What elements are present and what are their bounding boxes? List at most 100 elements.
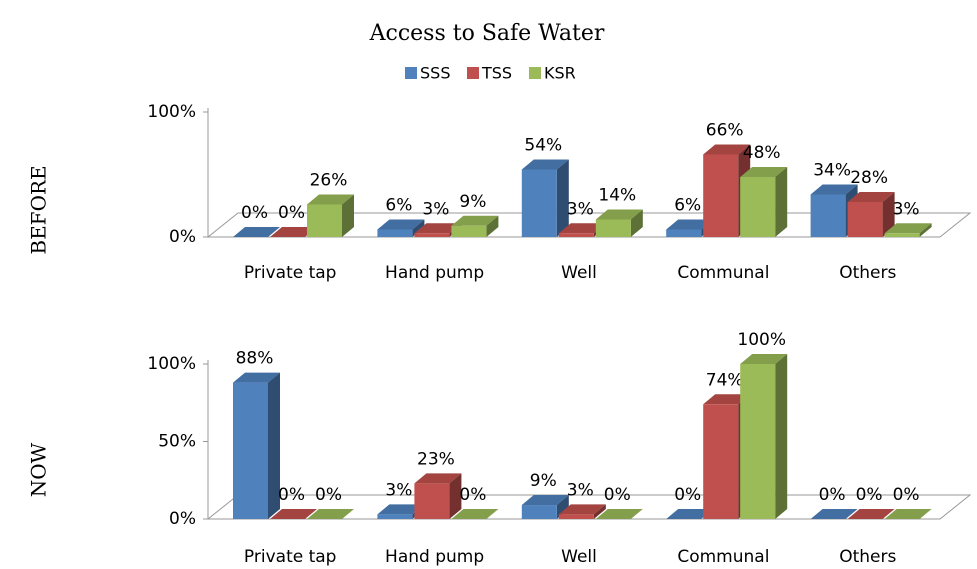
bar bbox=[521, 505, 557, 519]
panel-label: NOW bbox=[27, 442, 51, 497]
value-label: 0% bbox=[893, 485, 920, 505]
bar bbox=[414, 233, 450, 237]
value-label: 23% bbox=[417, 449, 455, 469]
bar-top bbox=[666, 219, 714, 230]
value-label: 0% bbox=[459, 485, 486, 505]
value-label: 0% bbox=[278, 203, 305, 223]
x-tick-label: Communal bbox=[677, 263, 769, 283]
bar bbox=[847, 202, 883, 237]
bar-top bbox=[810, 184, 858, 195]
value-label: 0% bbox=[315, 485, 342, 505]
bar bbox=[703, 154, 739, 237]
bar bbox=[740, 364, 776, 519]
legend-swatch bbox=[467, 67, 479, 79]
bar bbox=[595, 219, 631, 237]
bar-side bbox=[775, 354, 788, 519]
value-label: 66% bbox=[706, 121, 744, 141]
bar-top bbox=[703, 394, 751, 405]
bar bbox=[740, 177, 776, 237]
value-label: 3% bbox=[893, 199, 920, 219]
value-label: 9% bbox=[459, 192, 486, 212]
legend-label: TSS bbox=[481, 64, 512, 83]
bar-top bbox=[595, 209, 643, 220]
bar bbox=[451, 225, 487, 237]
bar-top bbox=[810, 509, 858, 519]
value-label: 3% bbox=[567, 480, 594, 500]
bar-top bbox=[414, 223, 462, 234]
bar-top bbox=[740, 167, 788, 177]
value-label: 9% bbox=[530, 471, 557, 491]
bar-top bbox=[884, 223, 932, 234]
value-label: 0% bbox=[278, 485, 305, 505]
value-label: 54% bbox=[524, 136, 562, 156]
legend-label: SSS bbox=[420, 64, 450, 83]
y-tick-label: 100% bbox=[147, 102, 196, 122]
value-label: 3% bbox=[385, 480, 412, 500]
bar bbox=[414, 483, 450, 519]
value-label: 0% bbox=[674, 485, 701, 505]
y-tick-label: 0% bbox=[169, 227, 196, 247]
bar-side bbox=[449, 473, 462, 519]
bar bbox=[558, 514, 594, 519]
bar-side bbox=[342, 194, 354, 237]
bar bbox=[521, 169, 557, 237]
value-label: 48% bbox=[743, 143, 781, 163]
bar bbox=[233, 382, 268, 519]
legend-swatch bbox=[405, 67, 417, 79]
bar-top bbox=[666, 509, 714, 519]
value-label: 26% bbox=[310, 171, 348, 191]
value-label: 88% bbox=[236, 349, 274, 369]
x-tick-label: Hand pump bbox=[385, 547, 484, 567]
x-tick-label: Private tap bbox=[244, 263, 337, 283]
legend-label: KSR bbox=[544, 64, 576, 83]
y-tick-label: 50% bbox=[158, 432, 196, 452]
bar-top bbox=[307, 194, 354, 205]
x-tick-label: Well bbox=[561, 547, 597, 567]
y-tick-label: 100% bbox=[147, 354, 196, 374]
value-label: 0% bbox=[819, 485, 846, 505]
x-tick-label: Others bbox=[839, 263, 896, 283]
bar-side bbox=[593, 504, 606, 519]
bar-top bbox=[558, 504, 606, 515]
bar-side bbox=[556, 495, 569, 519]
bar bbox=[810, 194, 846, 237]
bar-top bbox=[847, 192, 895, 202]
bar-top bbox=[595, 509, 643, 519]
bar bbox=[703, 404, 739, 519]
bar-top bbox=[233, 372, 280, 383]
value-label: 74% bbox=[706, 370, 744, 390]
bar-top bbox=[377, 219, 425, 230]
value-label: 28% bbox=[850, 168, 888, 188]
chart-title: Access to Safe Water bbox=[369, 21, 605, 46]
bar-top bbox=[307, 509, 354, 519]
bar-side bbox=[630, 209, 643, 237]
value-label: 0% bbox=[241, 203, 268, 223]
bar-top bbox=[377, 504, 425, 515]
value-label: 6% bbox=[385, 196, 412, 216]
bar bbox=[558, 233, 594, 237]
bar-top bbox=[451, 509, 499, 519]
value-label: 0% bbox=[856, 485, 883, 505]
bar bbox=[884, 233, 920, 237]
x-tick-label: Hand pump bbox=[385, 263, 484, 283]
legend-swatch bbox=[529, 67, 541, 79]
bar-side bbox=[882, 192, 895, 237]
x-tick-label: Private tap bbox=[244, 547, 337, 567]
bar bbox=[377, 229, 413, 237]
bar-side bbox=[775, 167, 788, 237]
bar bbox=[307, 204, 342, 237]
bar-top bbox=[233, 227, 280, 237]
bar-top bbox=[270, 227, 317, 237]
bar-side bbox=[919, 223, 932, 237]
value-label: 0% bbox=[604, 485, 631, 505]
value-label: 3% bbox=[422, 199, 449, 219]
bar-top bbox=[703, 144, 751, 155]
bar-top bbox=[884, 509, 932, 519]
x-tick-label: Communal bbox=[677, 547, 769, 567]
bar-top bbox=[558, 223, 606, 234]
bar-top bbox=[521, 159, 569, 170]
bar-top bbox=[270, 509, 317, 519]
bar-side bbox=[486, 215, 499, 237]
panel-label: BEFORE bbox=[27, 165, 51, 254]
